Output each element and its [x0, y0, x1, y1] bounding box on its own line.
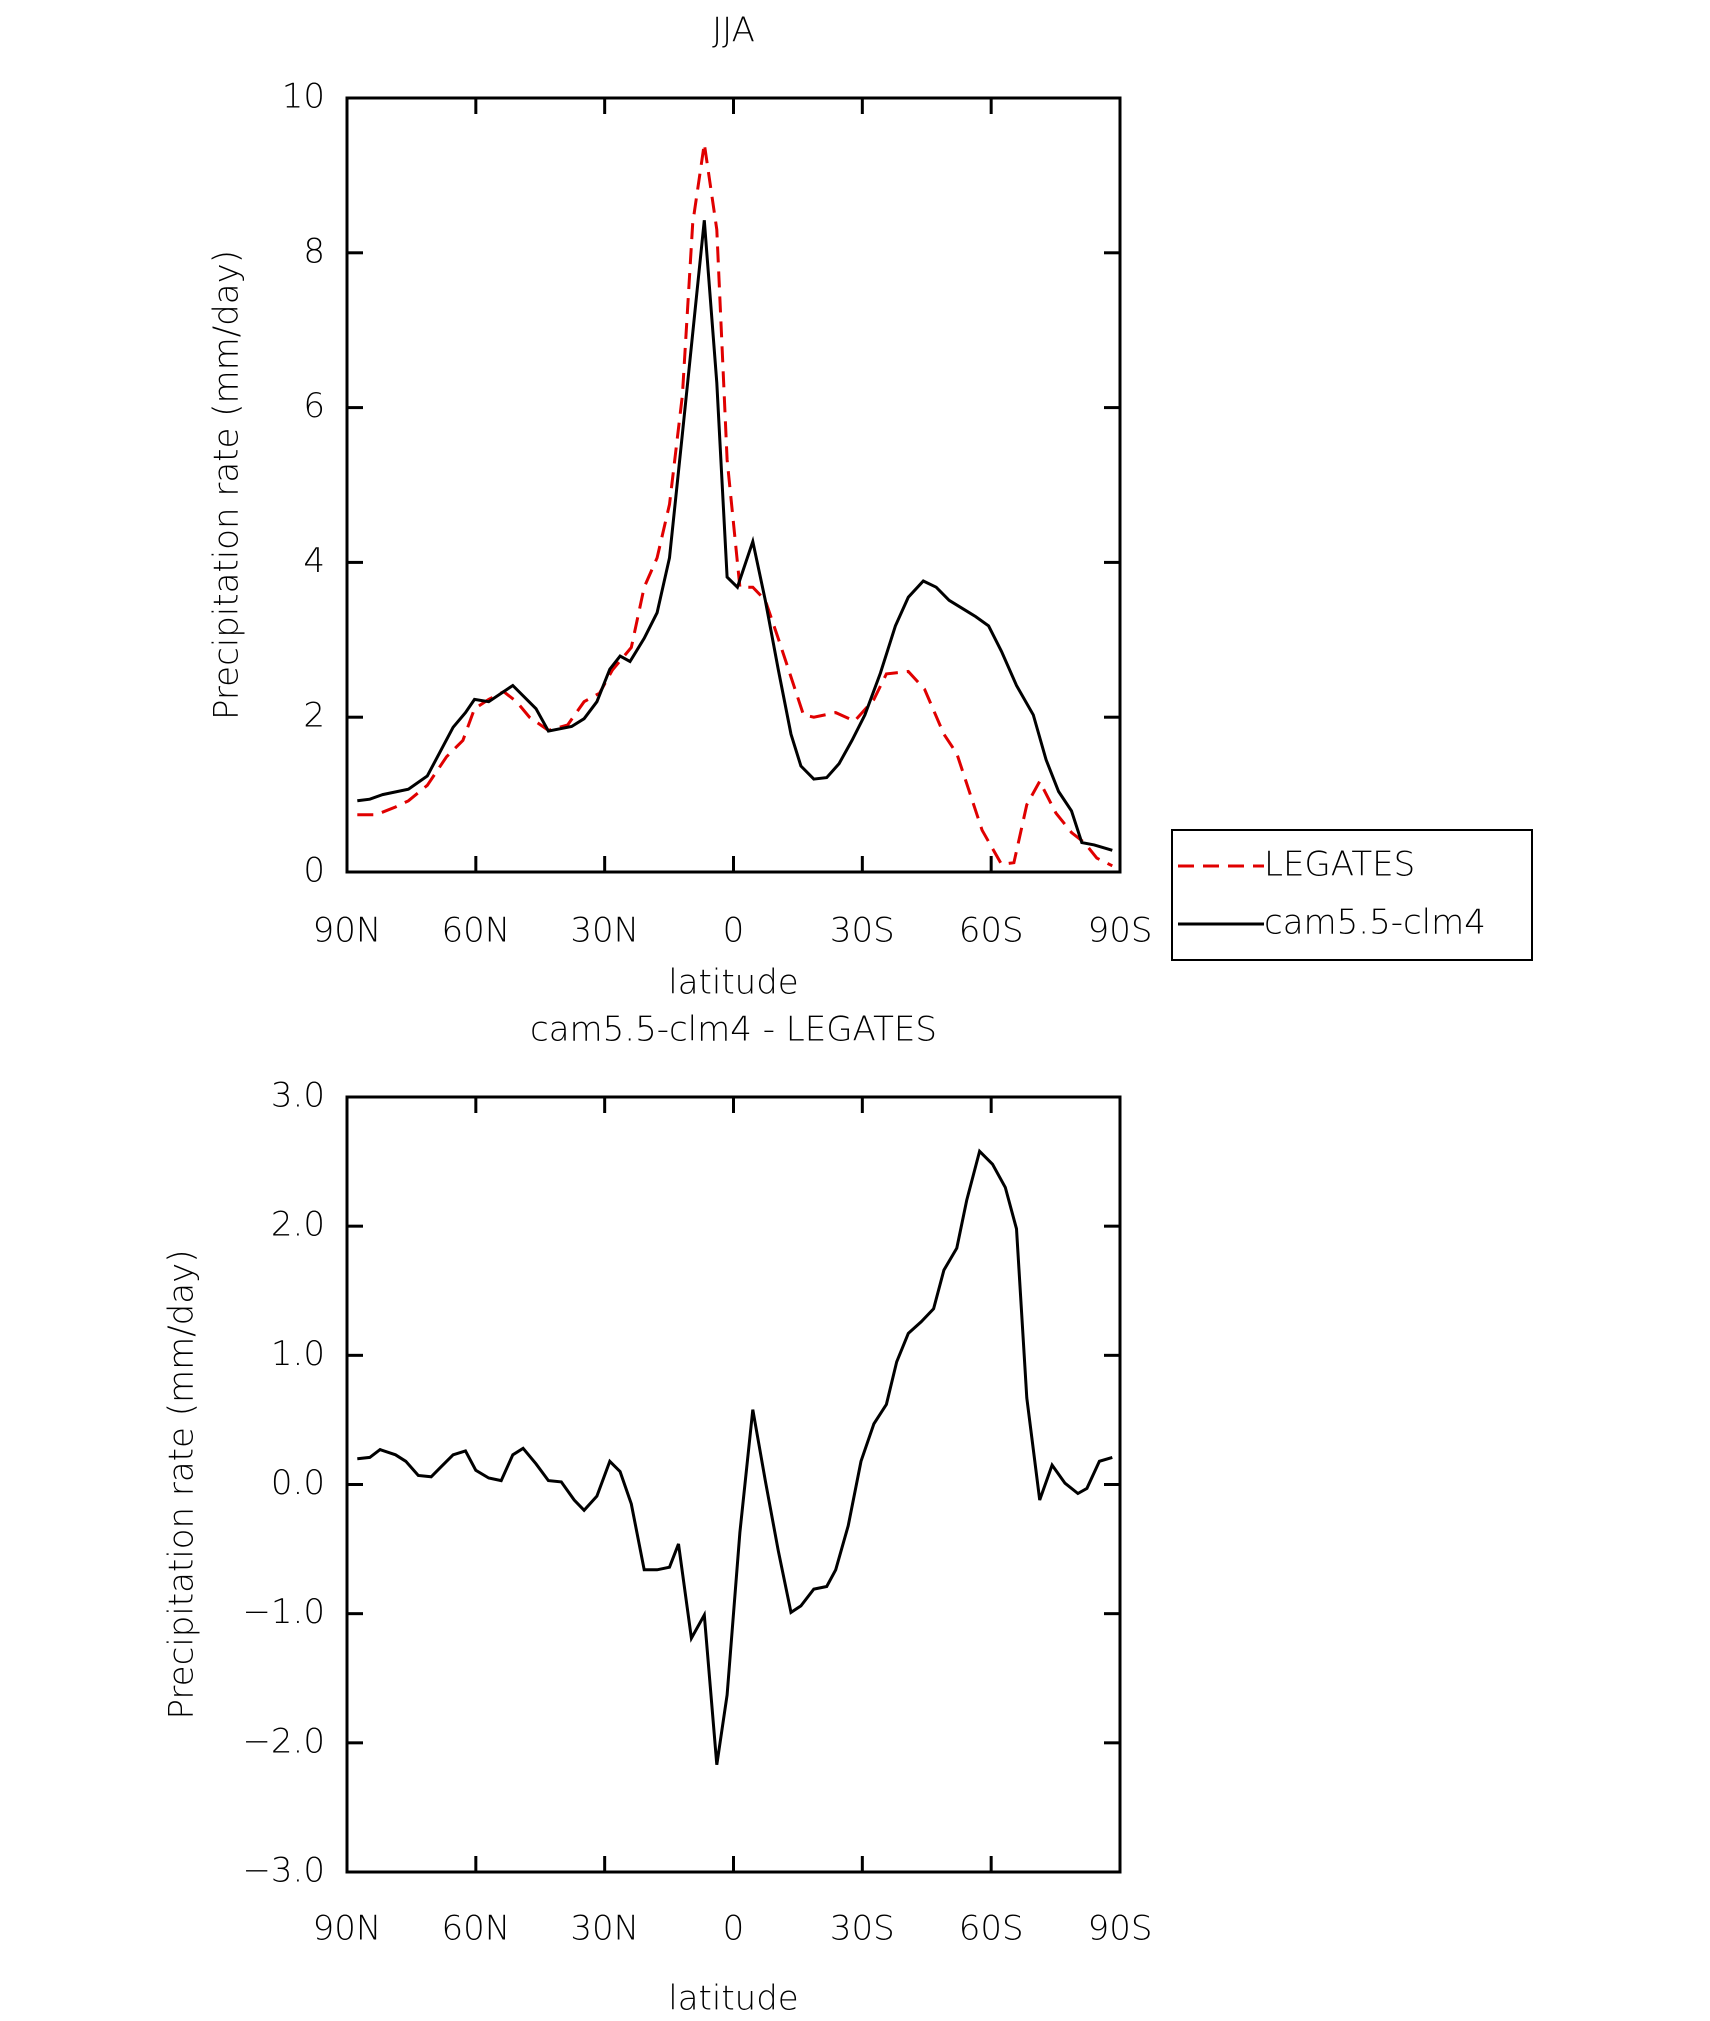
x-tick-label: 0 [723, 1909, 745, 1949]
x-tick-label: 60S [959, 911, 1024, 951]
y-tick-label: 2.0 [271, 1205, 325, 1245]
y-tick-label: 2 [303, 696, 325, 736]
y-tick-label: 10 [282, 77, 325, 117]
legend-box [1171, 829, 1533, 961]
y-tick-label: 8 [303, 231, 325, 271]
chart-title: JJA [712, 11, 755, 51]
y-tick-label: −3.0 [242, 1851, 325, 1891]
x-tick-label: 90N [313, 911, 382, 951]
y-axis-label: Precipitation rate (mm/day) [162, 1250, 202, 1720]
x-tick-label: 60N [441, 1909, 510, 1949]
x-tick-label: 90S [1088, 911, 1153, 951]
legend-label: cam5.5-clm4 [1264, 903, 1486, 943]
y-tick-label: −1.0 [242, 1592, 325, 1632]
x-tick-label: 30N [570, 1909, 639, 1949]
y-tick-label: 3.0 [271, 1076, 325, 1116]
y-tick-label: 6 [303, 386, 325, 426]
data-line [357, 220, 1113, 852]
y-tick-label: 0.0 [271, 1463, 325, 1503]
x-axis-label: latitude [668, 1979, 798, 2019]
x-tick-label: 60N [441, 911, 510, 951]
x-tick-label: 90S [1088, 1909, 1153, 1949]
data-line [357, 143, 1113, 868]
x-tick-label: 30S [830, 911, 895, 951]
plot-frame [345, 96, 1122, 874]
y-tick-label: 4 [303, 541, 325, 581]
y-tick-label: 1.0 [271, 1334, 325, 1374]
x-axis-label: latitude [668, 963, 798, 1003]
chart-title: cam5.5-clm4 - LEGATES [530, 1010, 937, 1050]
y-tick-label: −2.0 [242, 1721, 325, 1761]
x-tick-label: 0 [723, 911, 745, 951]
plot-frame [345, 1095, 1122, 1874]
x-tick-label: 30N [570, 911, 639, 951]
y-tick-label: 0 [303, 851, 325, 891]
x-tick-label: 90N [313, 1909, 382, 1949]
y-axis-label: Precipitation rate (mm/day) [207, 250, 247, 720]
data-line [357, 1148, 1113, 1766]
legend-label: LEGATES [1264, 845, 1415, 885]
x-tick-label: 60S [959, 1909, 1024, 1949]
x-tick-label: 30S [830, 1909, 895, 1949]
